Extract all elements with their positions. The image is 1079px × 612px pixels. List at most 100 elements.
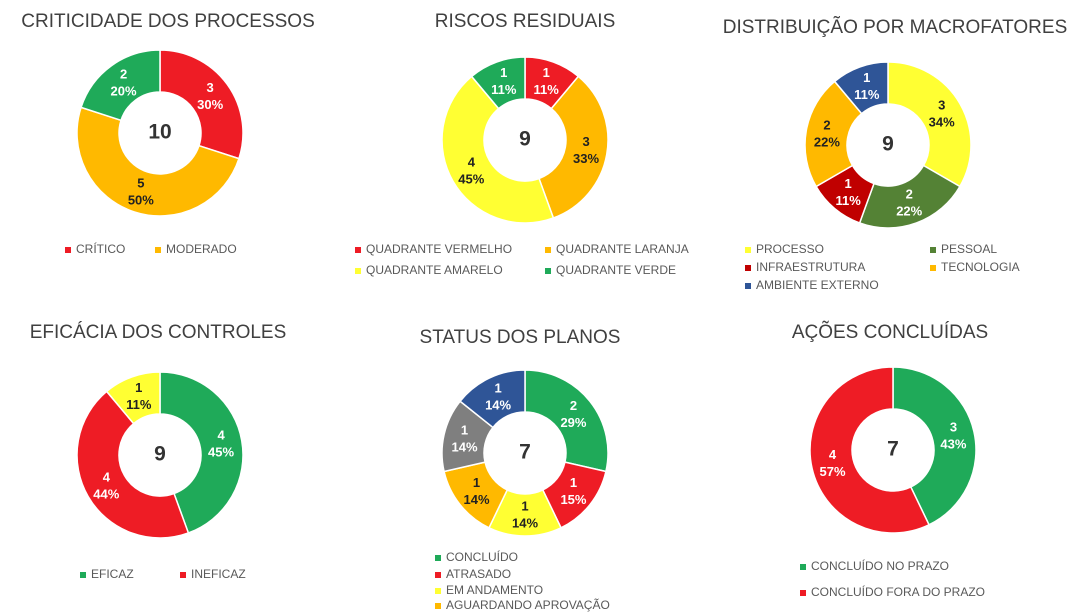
value-label: 4 xyxy=(829,447,837,462)
percent-label: 14% xyxy=(464,492,490,507)
legend-swatch xyxy=(800,564,806,570)
chart-title: CRITICIDADE DOS PROCESSOS xyxy=(21,11,315,32)
slice xyxy=(76,390,190,539)
legend-label: CONCLUÍDO xyxy=(446,549,518,564)
slice xyxy=(809,366,931,534)
center-total: 10 xyxy=(148,121,171,144)
value-label: 1 xyxy=(473,475,480,490)
legend-swatch xyxy=(65,247,71,253)
legend-label: QUADRANTE LARANJA xyxy=(556,242,689,256)
center-total: 9 xyxy=(882,133,894,156)
value-label: 1 xyxy=(863,70,870,85)
value-label: 1 xyxy=(135,380,142,395)
slice xyxy=(470,56,526,110)
value-label: 1 xyxy=(494,381,501,396)
legend-swatch xyxy=(80,572,86,578)
legend-swatch xyxy=(355,247,361,253)
percent-label: 11% xyxy=(835,193,861,208)
legend-swatch xyxy=(745,265,751,271)
donut-chart: DISTRIBUIÇÃO POR MACROFATORES 3 34% 2 22% 1 11… xyxy=(723,16,1068,292)
center-total: 9 xyxy=(154,443,166,466)
percent-label: 11% xyxy=(854,87,880,102)
legend-swatch xyxy=(930,265,936,271)
legend-swatch xyxy=(355,268,361,274)
legend-label: TECNOLOGIA xyxy=(941,260,1020,274)
value-label: 4 xyxy=(468,154,476,169)
value-label: 3 xyxy=(938,97,945,112)
legend-swatch xyxy=(435,572,441,578)
percent-label: 11% xyxy=(534,82,560,97)
donut-chart: AÇÕES CONCLUÍDAS 3 43% 4 57% 7 CONCLUÍDO NO PR… xyxy=(792,321,988,599)
legend-swatch xyxy=(435,588,441,594)
center-total: 7 xyxy=(887,438,899,461)
chart-title: DISTRIBUIÇÃO POR MACROFATORES xyxy=(723,16,1068,38)
value-label: 1 xyxy=(500,65,507,80)
center-total: 9 xyxy=(519,128,531,151)
donut-chart: EFICÁCIA DOS CONTROLES 4 45% 4 44% 1 11% 9 EFICA… xyxy=(30,322,287,581)
legend-swatch xyxy=(180,572,186,578)
chart-title: RISCOS RESIDUAIS xyxy=(435,11,616,32)
donut-chart: RISCOS RESIDUAIS 1 11% 3 33% 4 45% 1 11% 9 QUADRAN… xyxy=(355,11,689,277)
slice xyxy=(441,75,555,224)
percent-label: 43% xyxy=(940,437,966,452)
percent-label: 20% xyxy=(111,83,137,98)
slice xyxy=(833,61,889,115)
legend-label: CONCLUÍDO FORA DO PRAZO xyxy=(811,584,985,599)
slice xyxy=(524,369,609,473)
slice xyxy=(459,369,526,429)
percent-label: 45% xyxy=(458,171,484,186)
percent-label: 33% xyxy=(573,151,599,166)
value-label: 3 xyxy=(207,80,214,95)
center-total: 7 xyxy=(519,441,531,464)
slice xyxy=(159,371,244,534)
percent-label: 34% xyxy=(929,114,955,129)
legend-swatch xyxy=(930,247,936,253)
percent-label: 15% xyxy=(560,492,586,507)
percent-label: 14% xyxy=(512,515,538,530)
value-label: 1 xyxy=(461,423,468,438)
value-label: 2 xyxy=(120,66,127,81)
legend-swatch xyxy=(545,268,551,274)
percent-label: 14% xyxy=(452,440,478,455)
legend-swatch xyxy=(435,603,441,609)
legend-swatch xyxy=(745,247,751,253)
percent-label: 30% xyxy=(197,97,223,112)
slice xyxy=(80,49,161,122)
percent-label: 11% xyxy=(126,397,152,412)
legend-swatch xyxy=(435,555,441,561)
percent-label: 14% xyxy=(485,398,511,413)
slice xyxy=(538,75,609,219)
chart-title: AÇÕES CONCLUÍDAS xyxy=(792,321,988,343)
value-label: 3 xyxy=(950,420,957,435)
legend-label: QUADRANTE AMARELO xyxy=(366,263,503,277)
value-label: 1 xyxy=(570,475,577,490)
slice xyxy=(892,366,977,526)
value-label: 4 xyxy=(103,469,111,484)
percent-label: 50% xyxy=(128,192,154,207)
legend-label: QUADRANTE VERDE xyxy=(556,263,676,277)
legend-label: CONCLUÍDO NO PRAZO xyxy=(811,558,949,573)
slice xyxy=(887,61,972,188)
legend-swatch xyxy=(745,283,751,289)
legend-swatch xyxy=(545,247,551,253)
percent-label: 45% xyxy=(208,445,234,460)
percent-label: 22% xyxy=(814,135,840,150)
value-label: 2 xyxy=(570,398,577,413)
legend-label: ATRASADO xyxy=(446,567,511,581)
value-label: 4 xyxy=(217,428,225,443)
legend-label: INEFICAZ xyxy=(191,567,246,581)
value-label: 1 xyxy=(543,65,550,80)
legend-label: EFICAZ xyxy=(91,567,134,581)
percent-label: 11% xyxy=(491,82,517,97)
value-label: 3 xyxy=(582,134,589,149)
slice xyxy=(105,371,161,425)
legend-label: AMBIENTE EXTERNO xyxy=(756,278,879,292)
donut-chart: CRITICIDADE DOS PROCESSOS 3 30% 5 50% 2 20% 10 C… xyxy=(21,11,315,256)
legend-label: CRÍTICO xyxy=(76,241,125,256)
value-label: 1 xyxy=(521,498,528,513)
legend-label: AGUARDANDO APROVAÇÃO xyxy=(446,598,610,612)
value-label: 5 xyxy=(137,175,144,190)
legend-label: EM ANDAMENTO xyxy=(446,583,543,597)
value-label: 2 xyxy=(823,118,830,133)
